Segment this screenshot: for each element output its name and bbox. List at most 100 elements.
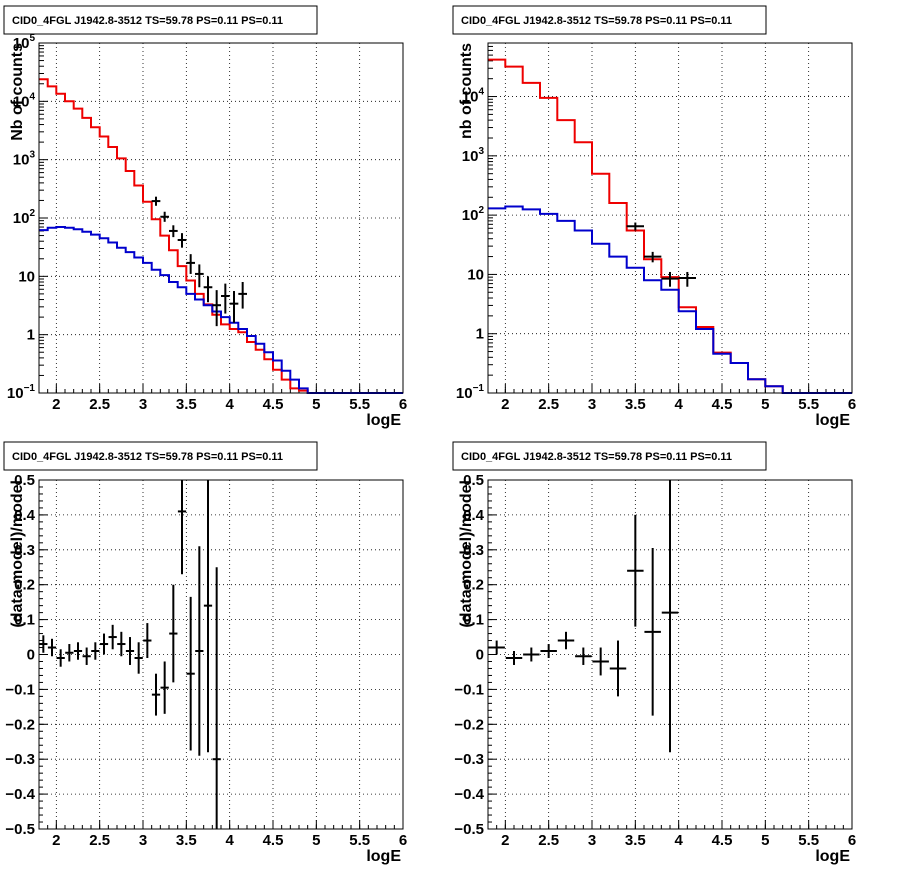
residual-point [160, 661, 169, 714]
plot-area [488, 58, 852, 394]
residual-point [540, 644, 557, 658]
x-tick-label: 5 [312, 832, 320, 849]
y-tick-label: 0 [476, 647, 484, 664]
x-tick-label: 2.5 [538, 832, 559, 849]
residual-point [488, 640, 505, 655]
residual-point [91, 642, 100, 660]
y-tick-label: 0.1 [463, 612, 484, 629]
plot-area [39, 480, 221, 829]
plot-area [39, 78, 403, 394]
y-tick-label: 0.5 [463, 472, 484, 489]
y-axis-label: Nb of counts [9, 43, 26, 141]
y-tick-label: 1 [27, 327, 35, 344]
residual-point [609, 640, 627, 697]
data-point [221, 283, 230, 314]
x-tick-label: 5.5 [349, 396, 370, 413]
residual-point [151, 673, 161, 716]
residual-point [56, 649, 65, 667]
y-tick-label: 102 [462, 205, 485, 224]
plot-area [488, 480, 679, 753]
y-axis-label: (data-model)/model [458, 480, 475, 628]
y-tick-label: 1 [476, 326, 484, 343]
panel-bottom-left-residuals: CID0_4FGL J1942.8-3512 TS=59.78 PS=0.11 … [3, 441, 407, 865]
data-point [186, 254, 195, 274]
panel-title: CID0_4FGL J1942.8-3512 TS=59.78 PS=0.11 … [12, 451, 283, 463]
plot-frame [487, 42, 853, 394]
panel-top-right-spectrum: CID0_4FGL J1942.8-3512 TS=59.78 PS=0.11 … [452, 5, 856, 429]
x-tick-label: 2 [501, 832, 509, 849]
data-point [626, 222, 644, 231]
residual-point [47, 638, 57, 657]
residual-point [117, 631, 126, 657]
residual-point [73, 642, 83, 660]
x-tick-label: 3 [139, 832, 147, 849]
x-tick-label: 4 [225, 832, 234, 849]
residual-point [143, 623, 152, 658]
y-axis-label: (data-model)/model [9, 480, 26, 628]
x-tick-label: 2 [52, 832, 60, 849]
y-tick-label: 0.1 [14, 612, 35, 629]
residual-point [169, 584, 178, 683]
panel-title: CID0_4FGL J1942.8-3512 TS=59.78 PS=0.11 … [12, 15, 283, 27]
data-point [678, 271, 696, 287]
x-tick-label: 5.5 [349, 832, 370, 849]
x-axis-label: logE [366, 412, 401, 429]
x-tick-label: 3.5 [625, 832, 646, 849]
model-source-histogram [39, 226, 403, 394]
residual-point [523, 647, 540, 662]
residual-point [65, 644, 74, 662]
x-tick-label: 4 [674, 396, 683, 413]
x-tick-label: 2.5 [89, 832, 110, 849]
x-tick-label: 5 [312, 396, 320, 413]
residual-point [125, 637, 135, 665]
y-tick-label: 10 [18, 268, 35, 285]
panel-bottom-right-residuals: CID0_4FGL J1942.8-3512 TS=59.78 PS=0.11 … [452, 441, 856, 865]
residual-point [661, 480, 679, 753]
x-tick-labels: 2 2.5 3 3.5 4 4.5 5 5.5 6 [501, 832, 856, 849]
data-point [238, 281, 247, 309]
y-axis-label: nb of counts [458, 43, 475, 139]
data-point [229, 291, 239, 323]
y-tick-label: −0.2 [5, 716, 35, 733]
y-tick-label: −0.1 [5, 681, 35, 698]
y-tick-label: 0.5 [14, 472, 35, 489]
y-tick-label: −0.5 [5, 821, 35, 838]
plot-frame [487, 479, 853, 830]
x-tick-label: 3 [588, 396, 596, 413]
data-point [177, 233, 187, 248]
data-point [160, 211, 169, 222]
grid-lines [38, 42, 404, 394]
x-tick-label: 3 [139, 396, 147, 413]
y-tick-label: 0.3 [14, 542, 35, 559]
y-tick-labels: −0.5 −0.4 −0.3 −0.2 −0.1 0 0.1 0.2 0.3 0.4 0.5 [5, 472, 35, 838]
x-axis-label: logE [815, 848, 850, 865]
x-tick-label: 4.5 [712, 832, 733, 849]
y-tick-label: 0.4 [463, 507, 485, 524]
x-tick-label: 6 [399, 396, 407, 413]
y-tick-label: 0 [27, 647, 35, 664]
x-tick-label: 5 [761, 832, 769, 849]
y-tick-label: 10−1 [456, 383, 485, 402]
model-total-histogram [488, 58, 852, 394]
x-tick-labels: 2 2.5 3 3.5 4 4.5 5 5.5 6 [52, 396, 407, 413]
residual-point [203, 480, 213, 753]
residual-point [644, 548, 661, 716]
y-tick-label: −0.1 [454, 681, 484, 698]
data-point [169, 225, 178, 238]
x-tick-label: 3.5 [625, 396, 646, 413]
y-tick-label: 0.2 [463, 577, 484, 594]
x-tick-label: 3.5 [176, 396, 197, 413]
residual-point [557, 631, 575, 650]
y-tick-label: −0.4 [454, 786, 484, 803]
x-tick-label: 5 [761, 396, 769, 413]
x-tick-label: 4.5 [712, 396, 733, 413]
title-box [3, 5, 318, 35]
title-box [452, 5, 767, 35]
x-tick-label: 6 [848, 832, 856, 849]
data-point [212, 290, 221, 327]
residual-point [177, 480, 187, 575]
y-tick-label: 0.2 [14, 577, 35, 594]
x-tick-labels: 2 2.5 3 3.5 4 4.5 5 5.5 6 [501, 396, 856, 413]
panel-title: CID0_4FGL J1942.8-3512 TS=59.78 PS=0.11 … [461, 15, 732, 27]
